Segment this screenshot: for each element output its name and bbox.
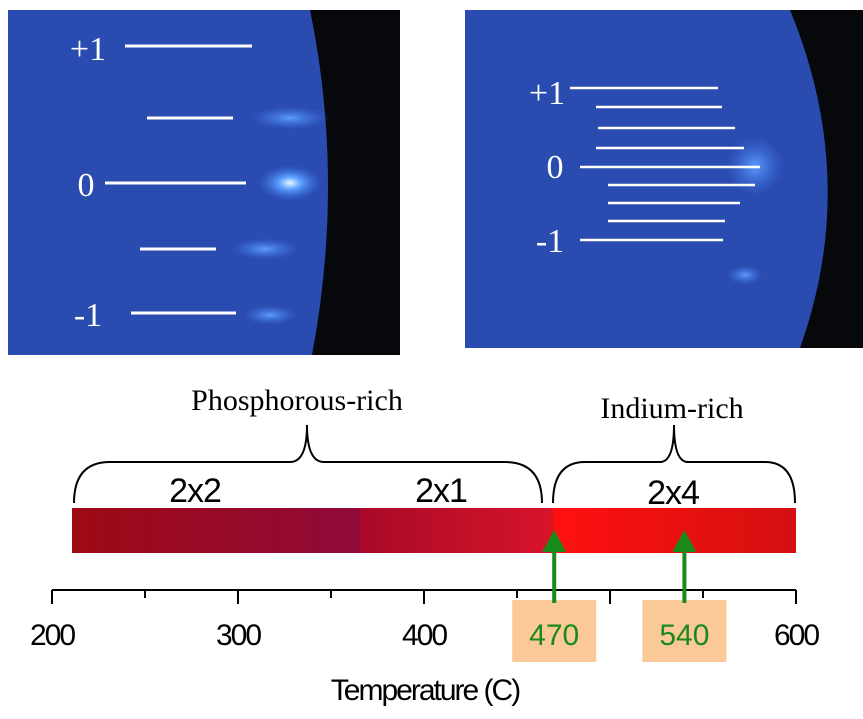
spot [258,165,322,201]
tick-label: 300 [216,619,261,652]
phase-label: Indium-rich [600,392,743,425]
tick-label: 200 [30,619,75,652]
reconstruction-label: 2x4 [647,474,699,512]
spot [250,106,330,130]
order-label: 0 [78,167,95,204]
phase-bar [360,508,554,553]
reconstruction-label: 2x1 [415,472,467,510]
order-label: 0 [547,149,564,186]
tick-label: 400 [402,619,447,652]
reconstruction-label: 2x2 [169,472,221,510]
order-label: +1 [70,31,106,68]
phase-bar [553,508,796,553]
phase-bar [72,508,362,553]
page: {"left_image": {"labels": ["+1", "0", "-… [0,0,863,719]
photo-right [465,10,863,348]
order-label: -1 [536,223,564,260]
figure: +1 0 -1 +1 0 -1 Phosphorous-rich Indium-… [0,0,863,719]
bracket [74,425,542,503]
spot [230,238,300,260]
order-label: +1 [529,75,565,112]
phase-label: Phosphorous-rich [191,384,403,417]
tick-label: 600 [774,619,819,652]
marker-label: 470 [529,619,579,652]
spot [242,305,298,325]
order-label: -1 [74,297,102,334]
axis-title: Temperature (C) [331,674,520,707]
spot [727,265,763,285]
marker-label: 540 [659,619,709,652]
